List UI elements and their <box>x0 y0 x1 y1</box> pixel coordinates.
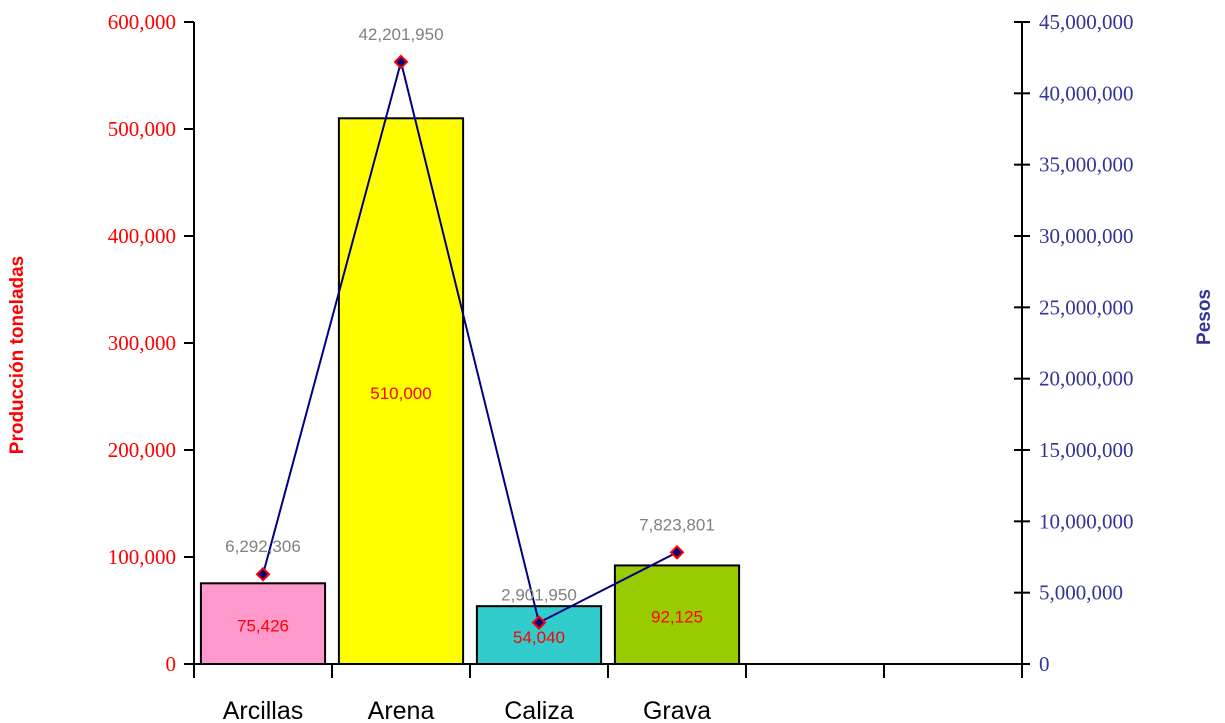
data-labels: 75,426 510,000 54,040 92,125 6,292,306 42,201… <box>225 25 715 647</box>
y2-tick-label: 25,000,000 <box>1039 295 1134 319</box>
y-tick-label: 300,000 <box>108 331 176 355</box>
bar-arcillas <box>199 582 327 666</box>
line-series <box>255 54 685 631</box>
y2-tick-label: 40,000,000 <box>1039 81 1134 105</box>
y2-tick-label: 20,000,000 <box>1039 367 1134 391</box>
x-tick-label: Grava <box>643 697 711 723</box>
bar-grava <box>613 564 741 666</box>
bar-series <box>199 117 741 666</box>
bar-value-label: 92,125 <box>651 608 703 627</box>
bar-arena <box>337 117 465 666</box>
x-tick-label: Arcillas <box>223 697 304 723</box>
y2-tick-label: 0 <box>1039 652 1050 676</box>
y-tick-label: 600,000 <box>108 10 176 34</box>
line-path <box>262 61 678 625</box>
line-marker <box>393 54 409 70</box>
line-marker <box>255 566 271 582</box>
y2-tick-label: 45,000,000 <box>1039 10 1134 34</box>
y2-axis-title: Pesos <box>1194 289 1215 345</box>
axes: 0 100,000 200,000 300,000 400,000 500,000 600,… <box>108 10 1134 723</box>
line-value-label: 2,901,950 <box>501 586 577 605</box>
bar-value-label: 75,426 <box>237 617 289 636</box>
y-tick-label: 100,000 <box>108 545 176 569</box>
x-tick-label: Arena <box>368 697 435 723</box>
line-marker <box>669 544 685 560</box>
line-value-label: 42,201,950 <box>358 25 443 44</box>
line-value-label: 7,823,801 <box>639 515 715 534</box>
line-value-label: 6,292,306 <box>225 537 301 556</box>
x-tick-label: Caliza <box>504 697 574 723</box>
y-axis-title: Producción toneladas <box>7 256 28 454</box>
y-tick-label: 200,000 <box>108 438 176 462</box>
y-tick-label: 0 <box>166 652 177 676</box>
line-marker <box>531 615 547 631</box>
bar-value-label: 54,040 <box>513 628 565 647</box>
y-tick-label: 400,000 <box>108 224 176 248</box>
y2-tick-label: 15,000,000 <box>1039 438 1134 462</box>
y-tick-label: 500,000 <box>108 117 176 141</box>
y2-tick-label: 10,000,000 <box>1039 509 1134 533</box>
bar-value-label: 510,000 <box>370 384 431 403</box>
y2-tick-label: 35,000,000 <box>1039 153 1134 177</box>
y2-tick-label: 5,000,000 <box>1039 581 1123 605</box>
y2-tick-label: 30,000,000 <box>1039 224 1134 248</box>
